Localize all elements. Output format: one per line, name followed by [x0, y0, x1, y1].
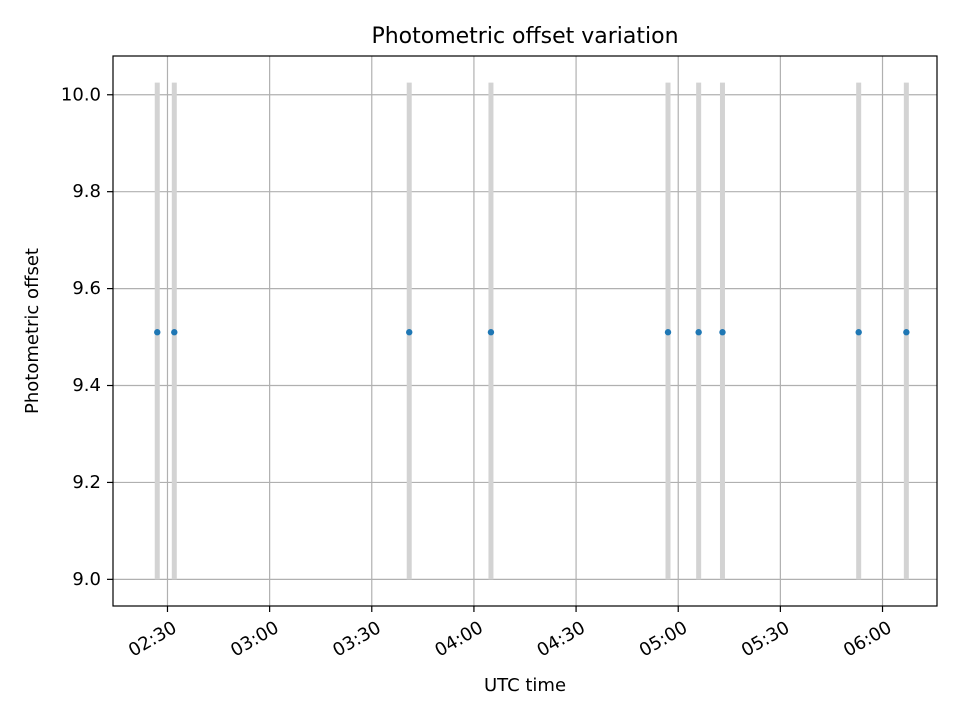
- y-tick-label: 10.0: [61, 84, 101, 105]
- data-point: [487, 329, 495, 336]
- y-axis-label: Photometric offset: [22, 248, 43, 414]
- data-point: [664, 329, 672, 336]
- data-point: [171, 329, 178, 336]
- x-axis-label: UTC time: [484, 675, 566, 696]
- y-axis: 9.0 9.2 9.4 9.6 9.8 10.0: [61, 84, 113, 590]
- chart-title: Photometric offset variation: [371, 24, 678, 49]
- plot-frame: [112, 55, 938, 607]
- y-tick-label: 9.2: [72, 472, 101, 493]
- data-points: [154, 329, 910, 336]
- y-tick-label: 9.8: [72, 181, 101, 202]
- data-point: [719, 329, 726, 336]
- data-point: [903, 329, 910, 336]
- y-tick-label: 9.6: [72, 278, 101, 299]
- data-point: [406, 329, 413, 336]
- grid: [113, 56, 937, 606]
- data-point: [855, 329, 862, 336]
- y-tick-label: 9.4: [72, 375, 101, 396]
- data-point: [154, 329, 161, 336]
- data-point: [695, 329, 702, 336]
- y-tick-label: 9.0: [72, 569, 101, 590]
